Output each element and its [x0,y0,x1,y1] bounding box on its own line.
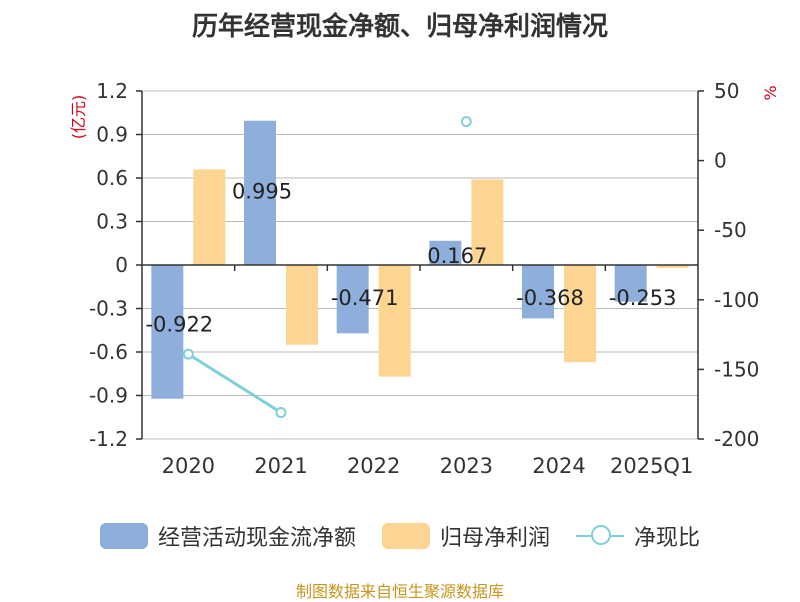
x-tick-label: 2025Q1 [610,454,693,478]
y-right-tick-label: -150 [714,357,759,381]
bar-profit-2024 [564,265,596,363]
y-right-tick-label: 0 [714,149,727,173]
legend-swatch-profit [381,523,430,549]
ratio-point [460,116,472,128]
chart-title: 历年经营现金净额、归母净利润情况 [191,12,608,42]
legend-swatch-ratio [576,523,624,549]
ratio-point [275,407,287,419]
legend-item-ratio[interactable]: 净现比 [576,520,700,552]
legend-item-profit[interactable]: 归母净利润 [381,520,550,552]
y-right-tick-label: -100 [714,288,759,312]
chart-legend: 经营活动现金流净额 归母净利润 净现比 [0,516,800,556]
bar-cashflow-2024 [522,265,554,319]
y-left-tick-label: 0.3 [96,210,128,234]
data-label-cashflow: -0.253 [609,286,677,310]
x-tick-label: 2023 [440,454,493,478]
legend-item-cashflow[interactable]: 经营活动现金流净额 [99,520,356,552]
y-left-unit: (亿元) [69,95,88,140]
bar-cashflow-2020 [151,265,184,399]
data-label-cashflow: -0.922 [145,313,213,337]
bar-profit-2025Q1 [656,265,689,268]
bar-profit-2023 [471,179,504,265]
x-tick-label: 2021 [254,454,307,478]
x-tick-label: 2020 [162,454,215,478]
bar-cashflow-2021 [244,120,276,265]
data-label-cashflow: 0.995 [232,180,292,204]
legend-label-profit: 归母净利润 [439,526,550,551]
bar-profit-2020 [193,169,226,265]
ratio-line [187,352,282,414]
y-left-tick-label: 0.6 [96,166,128,190]
x-tick-label: 2024 [532,454,585,478]
data-label-cashflow: -0.368 [516,286,584,310]
y-left-tick-label: -0.6 [89,340,128,364]
data-label-cashflow: 0.167 [427,244,487,268]
bar-profit-2022 [378,265,411,377]
data-label-cashflow: -0.471 [331,286,399,310]
y-left-tick-label: 0.9 [96,123,128,147]
y-left-tick-label: 1.2 [96,79,128,103]
chart-plot: 1.2 0.9 0.6 0.3 0 -0.3 -0.6 -0.9 -1.2 50 0 -50 -100 -… [69,79,780,478]
legend-swatch-cashflow [99,523,148,549]
y-left-tick-label: 0 [115,253,128,277]
x-tick-label: 2022 [347,454,400,478]
y-right-unit: % [761,85,780,100]
legend-label-ratio: 净现比 [634,526,701,551]
bar-cashflow-2023 [429,240,462,265]
y-left-tick-label: -1.2 [89,427,128,451]
y-left-tick-label: -0.9 [89,384,128,408]
y-right-tick-label: 50 [714,79,739,103]
data-source-note: 制图数据来自恒生聚源数据库 [295,582,504,601]
ratio-point [182,348,194,360]
bar-cashflow-2022 [336,265,369,334]
legend-marker-ratio [591,525,611,545]
legend-label-cashflow: 经营活动现金流净额 [157,526,356,551]
y-right-tick-label: -200 [714,427,759,451]
y-left-tick-label: -0.3 [89,297,128,321]
y-right-tick-label: -50 [714,218,747,242]
bar-profit-2021 [286,265,318,345]
bar-cashflow-2025Q1 [614,265,647,302]
